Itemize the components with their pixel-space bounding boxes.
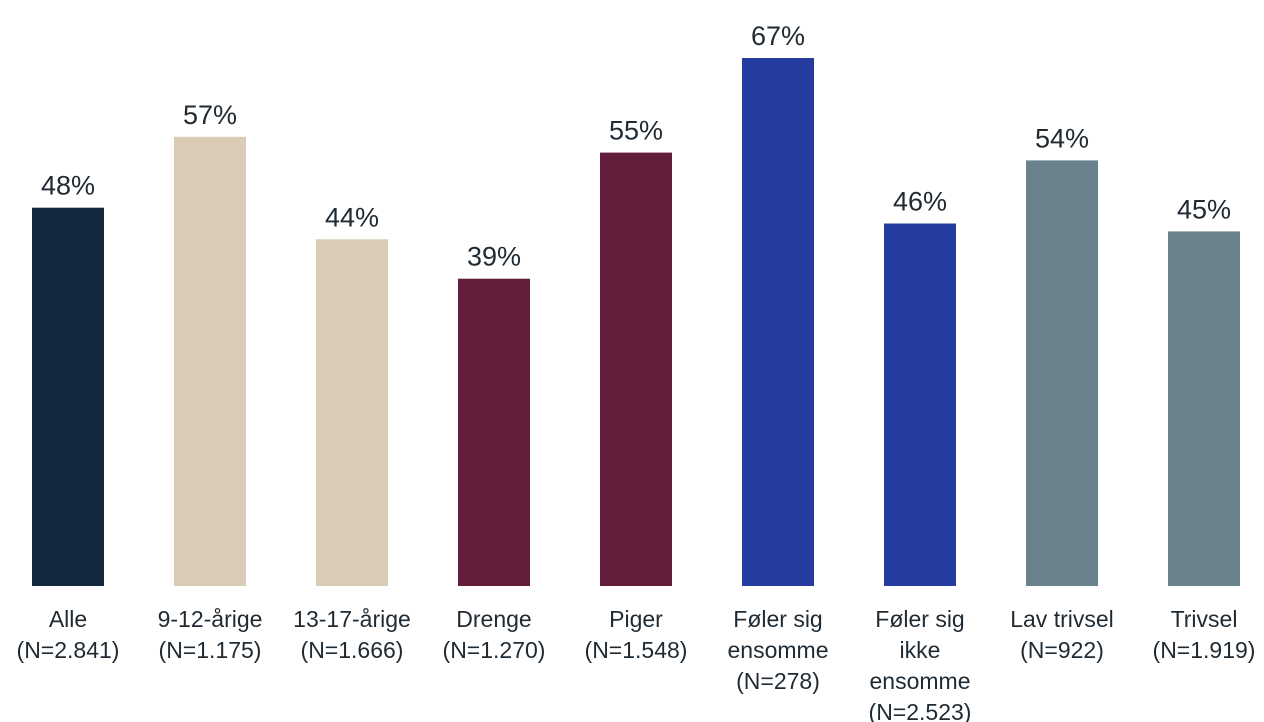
data-label: 55% [609, 116, 663, 146]
x-tick-label-line: ensomme [870, 668, 971, 694]
x-tick-label-line: Alle [49, 606, 87, 632]
x-tick-label-line: Piger [609, 606, 663, 632]
data-label: 45% [1177, 194, 1231, 224]
x-tick-label: 13-17-årige (N=1.666) [293, 606, 411, 663]
data-label: 39% [467, 242, 521, 272]
x-tick-label-line: (N=1.270) [443, 637, 546, 663]
data-label: 44% [325, 202, 379, 232]
bar [600, 152, 672, 586]
x-tick-label: Alle (N=2.841) [17, 606, 120, 663]
x-tick-label-line: (N=2.841) [17, 637, 120, 663]
x-tick-label: Trivsel (N=1.919) [1153, 606, 1256, 663]
x-tick-label-line: (N=278) [736, 668, 820, 694]
x-tick-label-line: Føler sig [875, 606, 964, 632]
bar [316, 239, 388, 587]
x-tick-label-line: Trivsel [1171, 606, 1238, 632]
x-tick-label: Piger (N=1.548) [585, 606, 688, 663]
bar [1168, 231, 1240, 586]
x-tick-label-line: (N=1.666) [301, 637, 404, 663]
data-label: 54% [1035, 123, 1089, 153]
bar [174, 136, 246, 587]
x-tick-label-line: Drenge [456, 606, 531, 632]
category-labels-group: Alle (N=2.841) 9-12-årige (N=1.175) 13-17-år… [17, 606, 1256, 722]
x-tick-label-line: ikke [900, 637, 941, 663]
x-tick-label-line: 9-12-årige [158, 606, 263, 632]
x-tick-label-line: Lav trivsel [1010, 606, 1114, 632]
x-tick-label: Føler sig ikke ensomme (N=2.523) [869, 606, 972, 722]
x-tick-label: Føler sig ensomme (N=278) [728, 606, 829, 694]
value-labels-group: 48% 57% 44% 39% 55% 67% 46% 54% 45% [41, 21, 1231, 272]
x-tick-label: Lav trivsel (N=922) [1010, 606, 1114, 663]
x-tick-label-line: (N=2.523) [869, 699, 972, 722]
bar [742, 58, 814, 586]
x-tick-label-line: (N=1.548) [585, 637, 688, 663]
data-label: 57% [183, 100, 237, 130]
data-label: 48% [41, 171, 95, 201]
x-tick-label: Drenge (N=1.270) [443, 606, 546, 663]
bar [884, 223, 956, 586]
x-tick-label-line: (N=1.175) [159, 637, 262, 663]
bar [458, 278, 530, 586]
bar [1026, 160, 1098, 586]
x-tick-label-line: 13-17-årige [293, 606, 411, 632]
bars-group [32, 58, 1240, 587]
x-tick-label-line: (N=922) [1020, 637, 1104, 663]
data-label: 46% [893, 187, 947, 217]
x-tick-label-line: ensomme [728, 637, 829, 663]
x-tick-label: 9-12-årige (N=1.175) [158, 606, 263, 663]
data-label: 67% [751, 21, 805, 51]
x-tick-label-line: (N=1.919) [1153, 637, 1256, 663]
x-tick-label-line: Føler sig [733, 606, 822, 632]
bar [32, 207, 104, 586]
